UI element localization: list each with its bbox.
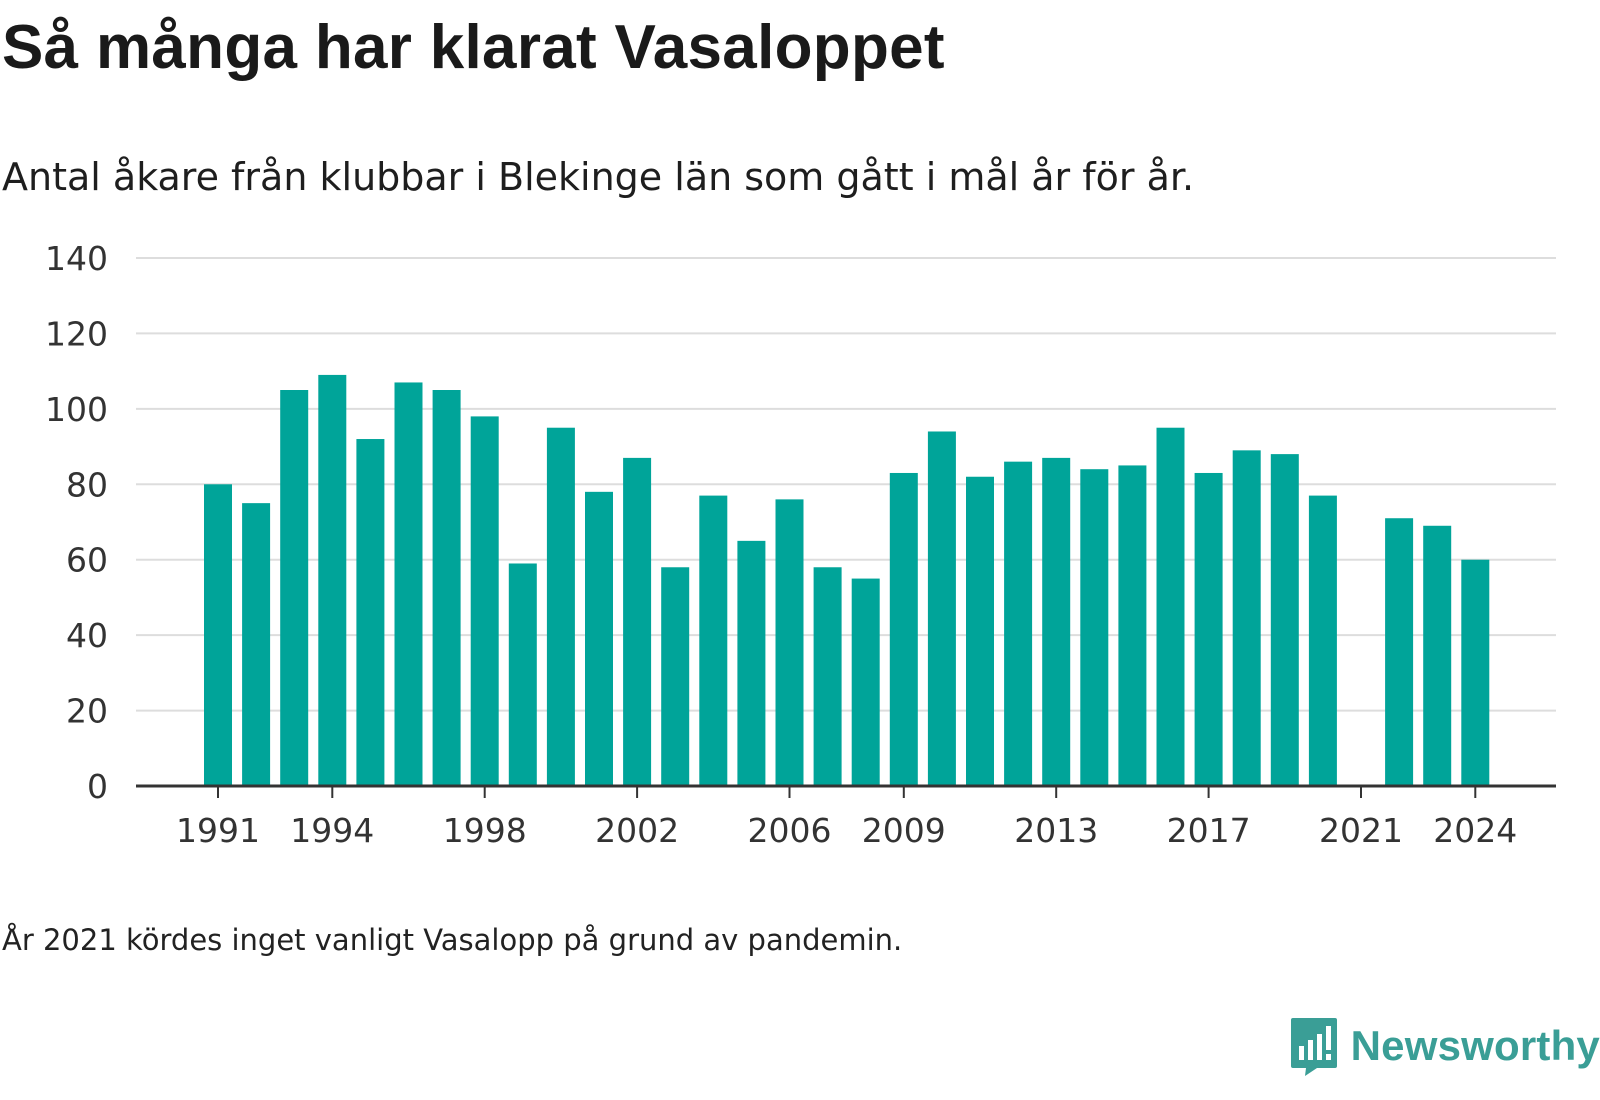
bar-2005 <box>737 540 766 786</box>
bar-1995 <box>356 439 385 786</box>
bar-2003 <box>661 567 690 786</box>
bar-2013 <box>1042 457 1071 786</box>
y-tick-label: 40 <box>66 616 108 655</box>
x-tick-label: 2009 <box>862 811 946 850</box>
x-tick-label: 2006 <box>748 811 832 850</box>
bar-2009 <box>889 472 918 786</box>
y-tick-label: 100 <box>45 390 108 429</box>
bar-1999 <box>508 563 537 786</box>
x-tick-label: 1998 <box>443 811 527 850</box>
x-tick-label: 1991 <box>176 811 260 850</box>
y-tick-label: 0 <box>87 767 108 806</box>
grid-lines <box>136 257 1556 712</box>
x-tick-label: 2013 <box>1014 811 1098 850</box>
bar-1996 <box>394 382 423 786</box>
footnote: År 2021 kördes inget vanligt Vasalopp på… <box>2 923 903 957</box>
y-tick-label: 120 <box>45 314 108 353</box>
bar-chart: 0 20 40 60 80 100 120 140 1991 1994 1998 2002 2006 2… <box>45 239 1556 850</box>
bar-2012 <box>1004 461 1033 786</box>
bar-1997 <box>432 390 461 786</box>
bar-2006 <box>775 499 804 786</box>
bar-2001 <box>585 491 613 786</box>
y-tick-label: 80 <box>66 465 108 504</box>
bar-2008 <box>851 578 880 786</box>
bar-2019 <box>1270 454 1299 786</box>
x-tick-label: 2024 <box>1433 811 1517 850</box>
brand-logo: Newsworthy <box>1289 1014 1600 1078</box>
bar-2007 <box>813 567 842 786</box>
bar-1998 <box>470 416 499 786</box>
chart-subtitle: Antal åkare från klubbar i Blekinge län … <box>2 155 1195 199</box>
y-axis-ticks: 0 20 40 60 80 100 120 140 <box>45 239 108 806</box>
x-tick-label: 1994 <box>290 811 374 850</box>
bar-2016 <box>1156 427 1185 786</box>
brand-name: Newsworthy <box>1350 1022 1600 1069</box>
x-axis: 1991 1994 1998 2002 2006 2009 2013 2017 2021 2024 <box>136 784 1556 850</box>
y-tick-label: 140 <box>45 239 108 278</box>
bar-2000 <box>546 427 575 786</box>
bar-2023 <box>1423 525 1452 786</box>
bar-1991 <box>204 484 232 786</box>
bars <box>204 374 1490 786</box>
y-tick-label: 20 <box>66 692 108 731</box>
bar-2004 <box>699 495 728 786</box>
bar-2022 <box>1385 518 1414 786</box>
bar-2011 <box>966 476 994 786</box>
x-tick-label: 2002 <box>595 811 679 850</box>
y-tick-label: 60 <box>66 541 108 580</box>
bar-2020 <box>1308 495 1337 786</box>
chart-title: Så många har klarat Vasaloppet <box>2 13 945 82</box>
bar-1993 <box>280 390 309 786</box>
bar-2015 <box>1118 465 1147 786</box>
bar-2018 <box>1232 450 1261 786</box>
bar-1992 <box>242 503 271 786</box>
x-tick-label: 2021 <box>1319 811 1403 850</box>
bar-2024 <box>1461 559 1490 786</box>
x-tick-label: 2017 <box>1167 811 1251 850</box>
bar-2002 <box>623 457 652 786</box>
newsworthy-logo-icon <box>1290 1018 1337 1076</box>
bar-1994 <box>318 374 347 786</box>
bar-2014 <box>1080 469 1109 786</box>
bar-2010 <box>927 431 956 786</box>
bar-2017 <box>1194 472 1223 786</box>
